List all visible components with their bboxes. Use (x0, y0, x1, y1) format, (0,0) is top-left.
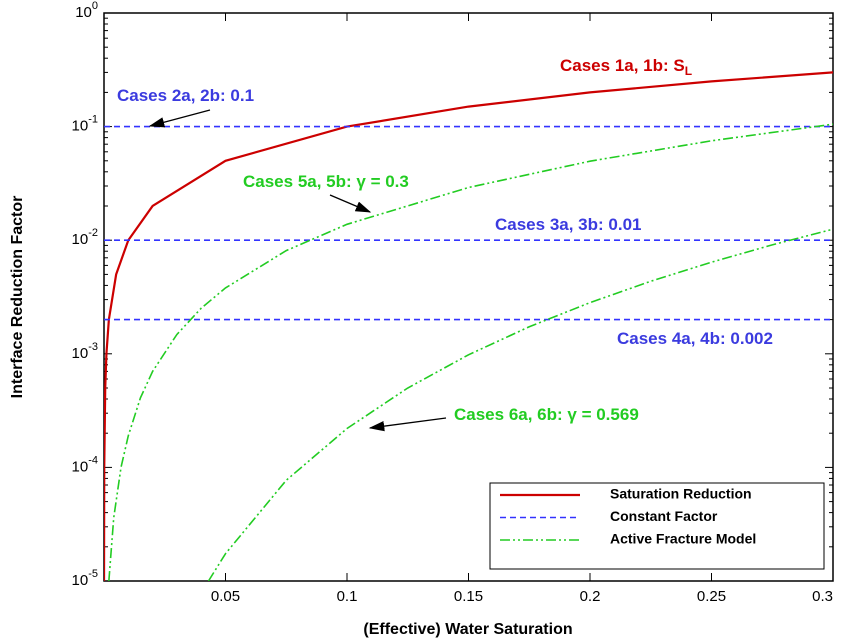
y-tick-label: 100 (75, 0, 98, 21)
y-tick-label: 10-5 (72, 568, 98, 589)
x-tick-label: 0.05 (211, 588, 240, 605)
x-tick-label: 0.2 (580, 588, 601, 605)
series-line (207, 228, 833, 581)
y-tick-label: 10-3 (72, 341, 98, 362)
x-tick-label: 0.1 (337, 588, 358, 605)
series-line (108, 123, 833, 581)
legend-box (489, 482, 825, 570)
x-axis-label: (Effective) Water Saturation (363, 621, 572, 638)
x-tick-label: 0.25 (697, 588, 726, 605)
legend-label: Active Fracture Model (610, 531, 756, 547)
x-tick-label: 0.3 (812, 588, 833, 605)
annotations: Cases 1a, 1b: SL Cases 2a, 2b: 0.1 Cases… (117, 56, 773, 424)
annotation: Cases 2a, 2b: 0.1 (117, 86, 254, 105)
series-line (104, 71, 833, 581)
y-tick-label: 10-1 (72, 114, 98, 135)
axis-labels: 10-5 10-4 10-3 10-2 10-1 100 0.05 0.1 0.15 0.2 0.2… (72, 0, 833, 605)
arrow (329, 194, 372, 213)
legend: Saturation Reduction Constant Factor Activ… (489, 482, 825, 570)
annotation: Cases 1a, 1b: SL (560, 56, 692, 78)
arrow (368, 417, 447, 432)
y-axis-label: Interface Reduction Factor (9, 196, 26, 399)
x-tick-label: 0.15 (454, 588, 483, 605)
annotation: Cases 4a, 4b: 0.002 (617, 329, 773, 348)
annotation: Cases 5a, 5b: γ = 0.3 (243, 172, 409, 191)
y-tick-label: 10-2 (72, 227, 98, 248)
plot-frame (103, 12, 834, 582)
annotation: Cases 6a, 6b: γ = 0.569 (454, 405, 639, 424)
legend-label: Constant Factor (610, 508, 718, 524)
series-group (104, 71, 833, 581)
arrow (148, 109, 211, 128)
annotation: Cases 3a, 3b: 0.01 (495, 215, 641, 234)
legend-label: Saturation Reduction (610, 486, 752, 502)
y-tick-label: 10-4 (72, 454, 98, 475)
